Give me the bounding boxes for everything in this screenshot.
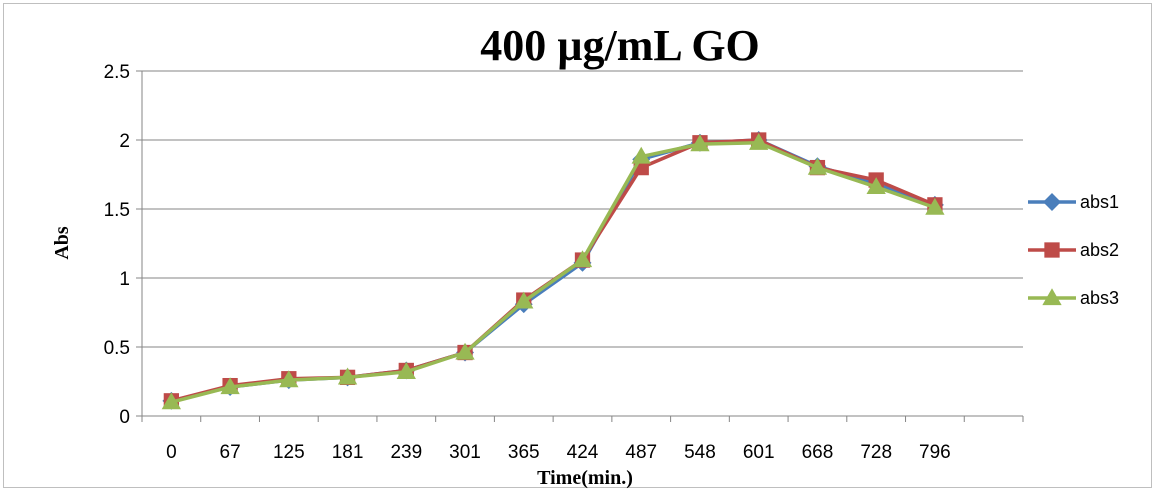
legend-marker — [1042, 288, 1062, 306]
legend-marker — [1043, 193, 1061, 211]
x-tick-label: 796 — [919, 442, 951, 463]
data-point-abs3 — [514, 291, 534, 309]
data-point-abs3 — [572, 250, 593, 268]
legend-item-abs2: abs2 — [1028, 240, 1119, 260]
data-point-abs3 — [925, 197, 945, 215]
y-tick-label: 1.5 — [104, 200, 130, 221]
legend: abs1 abs2 abs3 — [1028, 192, 1119, 308]
series-abs3 — [161, 132, 945, 410]
y-tick-label: 0.5 — [104, 338, 130, 359]
x-tick-label: 365 — [508, 442, 540, 463]
legend-item-abs1: abs1 — [1028, 192, 1119, 212]
x-tick-label: 601 — [743, 442, 775, 463]
x-tick-label: 125 — [273, 442, 305, 463]
legend-label: abs2 — [1080, 240, 1119, 260]
chart-title: 400 µg/mL GO — [480, 21, 760, 70]
legend-label: abs1 — [1080, 192, 1119, 212]
data-point-abs3 — [220, 377, 240, 395]
y-tick-label: 2 — [119, 131, 130, 152]
x-tick-label: 424 — [567, 442, 599, 463]
y-axis-title: Abs — [51, 226, 73, 260]
series-line-abs1 — [170, 138, 936, 403]
y-tick-label: 0 — [119, 407, 130, 428]
data-point-abs3 — [337, 367, 358, 385]
data-point-abs3 — [161, 392, 182, 410]
data-point-abs3 — [866, 177, 886, 195]
x-tick-labels: 0 67 125 181 239 301 365 424 487 548 601 668 728 796 — [166, 442, 951, 463]
x-tick-label: 0 — [166, 442, 177, 463]
data-point-abs3 — [279, 370, 299, 388]
x-axis-title: Time(min.) — [537, 467, 633, 489]
data-point-abs3 — [690, 134, 710, 152]
x-tick-label: 548 — [684, 442, 716, 463]
legend-label: abs3 — [1080, 288, 1119, 308]
x-tick-label: 181 — [332, 442, 364, 463]
x-tick-label: 239 — [390, 442, 422, 463]
gridlines — [142, 70, 1023, 348]
y-tick-label: 1 — [119, 269, 130, 290]
data-point-abs3 — [631, 146, 651, 164]
legend-marker — [1044, 242, 1060, 258]
data-point-abs3 — [396, 362, 416, 379]
data-point-abs3 — [749, 132, 769, 150]
axes — [136, 70, 1024, 422]
x-tick-label: 487 — [625, 442, 657, 463]
x-tick-label: 67 — [220, 442, 241, 463]
data-point-abs3 — [455, 342, 475, 360]
x-tick-label: 728 — [860, 442, 892, 463]
chart-frame — [3, 3, 1152, 488]
data-point-abs3 — [807, 157, 828, 175]
x-tick-label: 301 — [449, 442, 481, 463]
y-tick-labels: 0 0.5 1 1.5 2 2.5 — [104, 62, 130, 428]
legend-item-abs3: abs3 — [1028, 288, 1119, 308]
series-group — [161, 131, 945, 410]
y-tick-label: 2.5 — [104, 62, 130, 83]
x-tick-label: 668 — [802, 442, 834, 463]
series-line-abs2 — [170, 138, 936, 403]
series-line-abs3 — [170, 141, 936, 404]
